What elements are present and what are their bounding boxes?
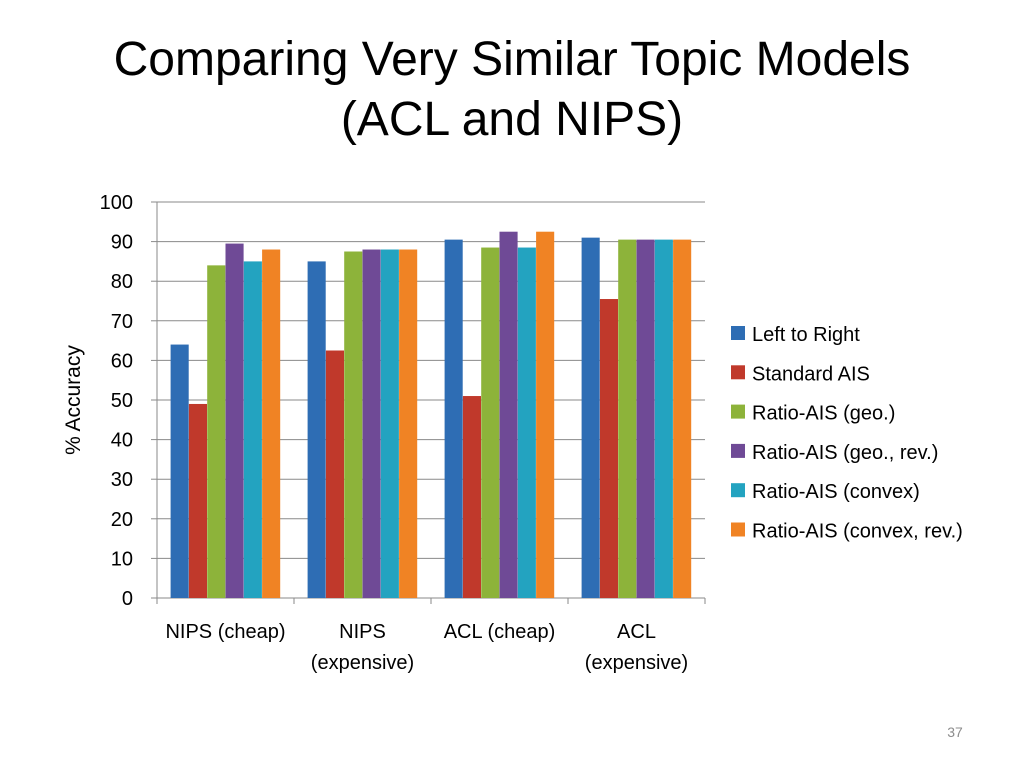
legend-label: Ratio-AIS (geo.) <box>752 403 895 425</box>
bar <box>673 239 692 598</box>
y-tick-label: 0 <box>122 588 133 610</box>
bar <box>636 239 655 598</box>
bar <box>481 247 500 599</box>
bar <box>654 239 673 598</box>
x-category-label: ACL <box>617 621 656 643</box>
bar <box>444 239 463 598</box>
bar <box>243 261 262 598</box>
legend-swatch <box>731 443 745 458</box>
x-category-label: NIPS <box>339 621 386 643</box>
axis-labels: 0 10 20 30 40 50 60 70 80 90 100 % Accuracy NIPS (ch… <box>62 192 688 674</box>
y-tick-label: 60 <box>111 350 133 372</box>
legend-label: Ratio-AIS (convex, rev.) <box>752 521 963 543</box>
x-category-label: (expensive) <box>585 652 688 674</box>
bar <box>307 261 326 598</box>
legend-swatch <box>731 365 745 380</box>
bar <box>188 403 207 598</box>
slide-title-line-1: Comparing Very Similar Topic Models <box>113 33 911 86</box>
x-category-label: (expensive) <box>311 652 414 674</box>
slide-title-line-2: (ACL and NIPS) <box>340 93 684 146</box>
bar <box>499 231 518 598</box>
bar <box>599 299 618 598</box>
bar <box>618 239 637 598</box>
slide-number: 37 <box>947 724 963 740</box>
legend-label: Ratio-AIS (geo., rev.) <box>752 442 938 464</box>
x-category-label: ACL (cheap) <box>444 621 556 643</box>
legend-swatch <box>731 522 745 537</box>
legend: Left to Right Standard AIS Ratio-AIS (geo.… <box>731 324 963 543</box>
y-tick-label: 100 <box>100 192 133 214</box>
y-axis-title: % Accuracy <box>62 345 85 455</box>
bar <box>536 231 555 598</box>
legend-swatch <box>731 404 745 419</box>
legend-label: Standard AIS <box>752 363 870 385</box>
y-tick-label: 40 <box>111 430 133 452</box>
y-tick-label: 90 <box>111 232 133 254</box>
legend-swatch <box>731 483 745 498</box>
bar <box>399 249 418 598</box>
bar <box>325 350 344 598</box>
bars <box>170 231 692 599</box>
y-tick-label: 80 <box>111 271 133 293</box>
legend-swatch <box>731 326 745 340</box>
y-tick-label: 30 <box>111 469 133 491</box>
y-tick-label: 10 <box>111 548 133 570</box>
bar <box>207 265 226 598</box>
bar <box>344 251 363 598</box>
bar <box>362 249 381 598</box>
bar <box>380 249 399 598</box>
bar <box>462 396 481 598</box>
slide-title: Comparing Very Similar Topic Models (ACL… <box>0 30 1024 150</box>
y-tick-label: 50 <box>111 390 133 412</box>
bar <box>517 247 536 599</box>
y-tick-label: 20 <box>111 509 133 531</box>
bar <box>170 344 189 598</box>
legend-label: Left to Right <box>752 324 860 346</box>
bar <box>225 243 244 598</box>
x-category-label: NIPS (cheap) <box>165 621 285 643</box>
bar <box>581 237 600 598</box>
y-tick-label: 70 <box>111 311 133 333</box>
legend-label: Ratio-AIS (convex) <box>752 481 920 503</box>
bar <box>262 249 281 598</box>
